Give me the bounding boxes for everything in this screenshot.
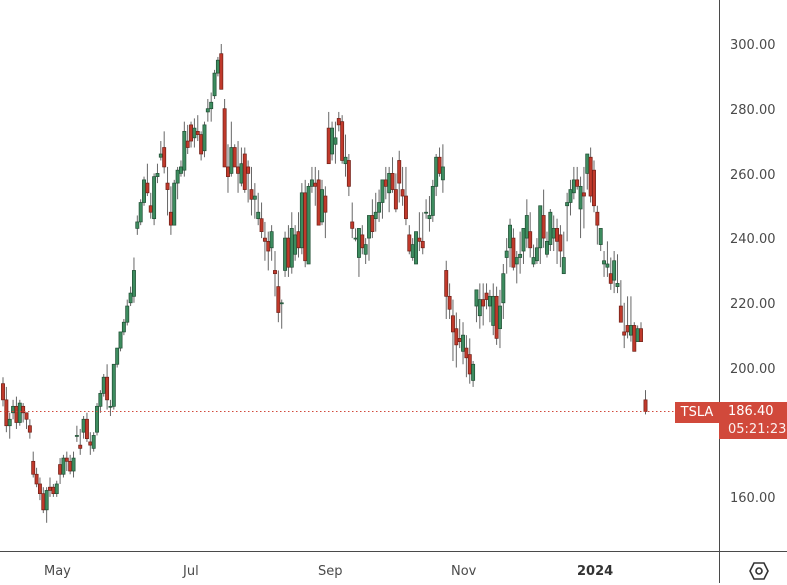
hexagon-settings-icon: [749, 562, 769, 580]
time-label-nov: Nov: [451, 564, 477, 579]
bar-countdown: 05:21:23: [728, 422, 787, 437]
time-label-may: May: [44, 564, 71, 579]
time-axis[interactable]: May Jul Sep Nov 2024: [44, 564, 613, 579]
last-price-value: 186.40: [728, 404, 774, 419]
price-label-220: 220.00: [730, 297, 776, 312]
price-label-200: 200.00: [730, 362, 776, 377]
candles-layer: [1, 44, 648, 523]
time-label-2024: 2024: [577, 564, 613, 579]
time-label-jul: Jul: [182, 564, 199, 579]
symbol-label: TSLA: [680, 405, 714, 420]
chart-settings-button[interactable]: [748, 561, 770, 581]
price-axis[interactable]: 300.00 280.00 260.00 240.00 220.00 200.0…: [730, 38, 776, 506]
price-label-260: 260.00: [730, 168, 776, 183]
symbol-tag: TSLA: [675, 402, 719, 423]
time-label-sep: Sep: [318, 564, 343, 579]
price-label-300: 300.00: [730, 38, 776, 53]
price-label-280: 280.00: [730, 103, 776, 118]
price-label-160: 160.00: [730, 491, 776, 506]
price-label-240: 240.00: [730, 232, 776, 247]
price-tag: 186.40 05:21:23: [719, 402, 787, 439]
